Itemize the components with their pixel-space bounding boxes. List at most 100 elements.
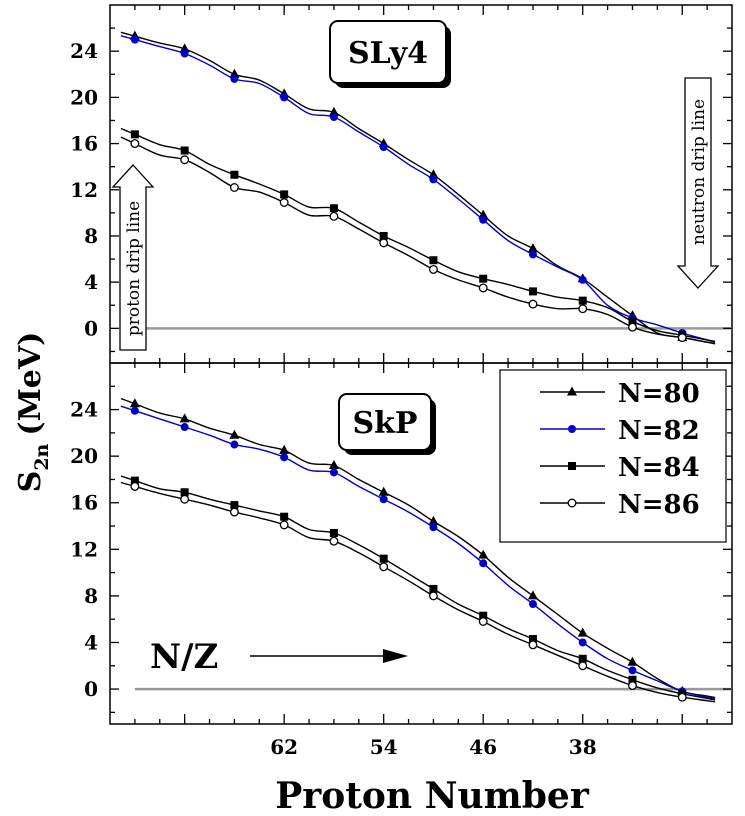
legend-label: N=82 xyxy=(618,416,700,446)
y-tick-label: 20 xyxy=(70,85,98,109)
data-point xyxy=(131,130,139,138)
model-label-skp: SkP xyxy=(339,394,436,455)
neutron-drip-arrow-text: neutron drip line xyxy=(689,99,709,245)
data-point xyxy=(181,495,189,503)
data-point xyxy=(380,143,388,151)
data-point xyxy=(280,453,288,461)
data-point xyxy=(181,423,189,431)
data-point xyxy=(131,483,139,491)
data-point xyxy=(578,628,588,637)
y-tick-label: 20 xyxy=(70,444,98,468)
data-point xyxy=(627,657,637,666)
data-point xyxy=(280,199,288,207)
data-point xyxy=(479,284,487,292)
data-point xyxy=(330,213,338,221)
y-tick-label: 12 xyxy=(70,178,98,202)
x-tick-label: 38 xyxy=(569,735,597,759)
y-tick-label: 24 xyxy=(70,39,98,63)
y-axis-label: S2n (MeV) xyxy=(13,332,53,493)
y-tick-label: 0 xyxy=(84,677,98,701)
data-point xyxy=(330,537,338,545)
nz-arrow-head xyxy=(383,649,408,663)
proton-drip-arrow: proton drip line xyxy=(113,165,153,350)
data-point xyxy=(429,175,437,183)
data-point xyxy=(181,50,189,58)
data-point xyxy=(181,156,189,164)
data-point xyxy=(529,250,537,258)
data-point xyxy=(280,190,288,198)
data-point xyxy=(330,529,338,537)
data-point xyxy=(678,693,686,701)
x-tick-label: 54 xyxy=(370,735,398,759)
series-N-86 xyxy=(121,137,715,344)
data-point xyxy=(380,555,388,563)
y-axis-label-sub: 2n xyxy=(31,443,53,470)
data-point xyxy=(478,550,488,559)
data-point xyxy=(628,666,636,674)
data-point xyxy=(380,239,388,247)
legend: N=80 N=82 N=84 N=86 xyxy=(500,370,726,542)
data-point xyxy=(131,36,139,44)
y-tick-label: 8 xyxy=(84,584,98,608)
y-axis-label-unit: (MeV) xyxy=(13,332,48,436)
y-tick-label: 0 xyxy=(84,316,98,340)
x-tick-label: 62 xyxy=(270,735,298,759)
panel-sly4: 0 4 8 12 16 20 24 SLy4 proton drip line neutron d… xyxy=(70,5,732,363)
legend-label: N=80 xyxy=(618,379,700,409)
data-point xyxy=(280,513,288,521)
y-tick-label: 12 xyxy=(70,537,98,561)
data-point xyxy=(529,641,537,649)
nz-annotation: N/Z xyxy=(150,637,408,677)
series-line xyxy=(121,137,715,344)
proton-drip-arrow-text: proton drip line xyxy=(124,201,144,336)
data-point xyxy=(330,468,338,476)
data-point xyxy=(528,590,538,599)
data-point xyxy=(479,559,487,567)
data-point xyxy=(230,171,238,179)
data-point xyxy=(231,508,239,516)
data-point xyxy=(380,563,388,571)
data-point xyxy=(579,297,587,305)
data-point xyxy=(231,184,239,192)
y-tick-label: 16 xyxy=(70,491,98,515)
x-tick-label: 46 xyxy=(469,735,497,759)
y-tick-label: 4 xyxy=(84,270,98,294)
data-point xyxy=(280,93,288,101)
data-point xyxy=(479,618,487,626)
y-axis-label-main: S xyxy=(13,471,48,493)
data-point xyxy=(579,276,587,284)
legend-marker xyxy=(568,425,576,433)
y-tick-label: 16 xyxy=(70,132,98,156)
data-point xyxy=(629,323,637,331)
y-tick-label: 4 xyxy=(84,630,98,654)
data-point xyxy=(678,334,686,342)
series-line xyxy=(121,129,715,342)
data-point xyxy=(529,600,537,608)
model-label-sly4: SLy4 xyxy=(330,21,451,88)
legend-label: N=86 xyxy=(618,490,700,520)
data-point xyxy=(181,147,189,155)
nz-label: N/Z xyxy=(150,637,218,677)
data-point xyxy=(230,441,238,449)
data-point xyxy=(429,523,437,531)
data-point xyxy=(579,662,587,670)
data-point xyxy=(380,495,388,503)
data-point xyxy=(430,592,438,600)
data-point xyxy=(330,204,338,212)
x-axis-label: Proton Number xyxy=(275,775,590,816)
neutron-drip-arrow: neutron drip line xyxy=(678,78,718,288)
model-label-skp-text: SkP xyxy=(352,406,417,441)
data-point xyxy=(131,407,139,415)
series-N-84 xyxy=(121,129,715,342)
model-label-sly4-text: SLy4 xyxy=(348,36,428,71)
data-point xyxy=(479,275,487,283)
data-point xyxy=(330,113,338,121)
data-point xyxy=(479,216,487,224)
y-tick-label: 24 xyxy=(70,398,98,422)
legend-label: N=84 xyxy=(618,453,700,483)
data-point xyxy=(230,75,238,83)
data-point xyxy=(579,638,587,646)
y-tick-label: 8 xyxy=(84,224,98,248)
data-point xyxy=(529,300,537,308)
